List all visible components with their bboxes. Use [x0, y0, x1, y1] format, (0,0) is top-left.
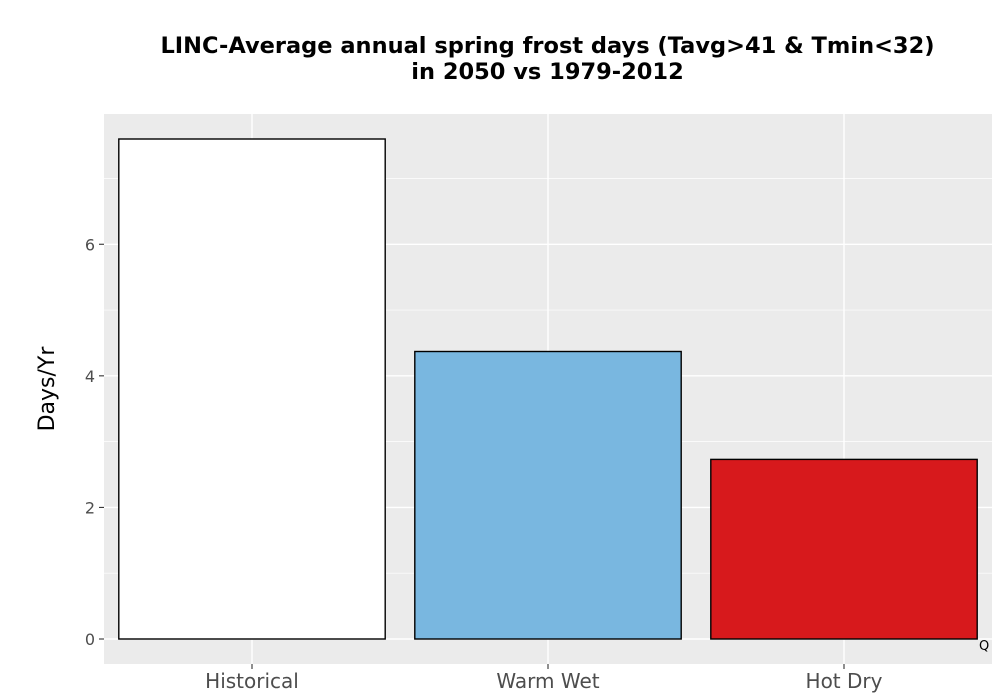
bar-warm-wet: [414, 350, 682, 640]
x-tick-label: Hot Dry: [806, 669, 883, 693]
y-tick-label: 0: [85, 630, 95, 649]
y-tick-label: 6: [85, 235, 95, 254]
corner-mark: Q: [979, 639, 990, 654]
y-axis-title: Days/Yr: [35, 346, 60, 432]
bar-historical: [118, 138, 386, 640]
bar-hot-dry: [710, 458, 978, 640]
chart-title-line-1: LINC-Average annual spring frost days (T…: [160, 33, 935, 59]
x-tick-label: Historical: [205, 669, 299, 693]
x-tick-label: Warm Wet: [496, 669, 599, 693]
y-tick-label: 4: [85, 367, 95, 386]
chart-title-line-2: in 2050 vs 1979-2012: [411, 59, 684, 85]
y-tick-label: 2: [85, 498, 95, 517]
